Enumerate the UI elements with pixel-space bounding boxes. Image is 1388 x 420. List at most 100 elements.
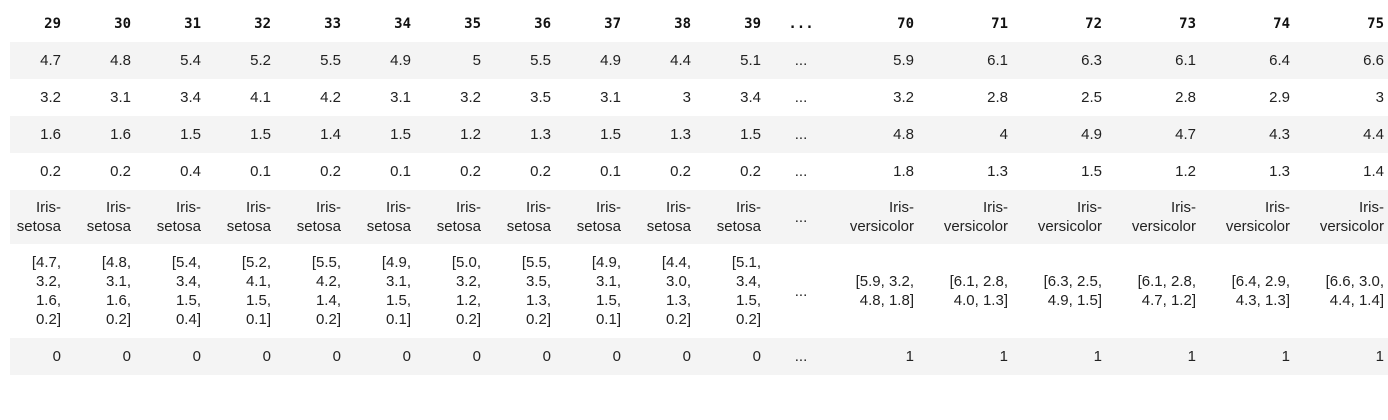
cell-value: [4.7, 3.2, 1.6, 0.2] bbox=[31, 254, 61, 328]
dataframe-output: 29 30 31 32 33 34 35 36 37 38 39... 70 71 72 73 74 75 4.… bbox=[10, 6, 1388, 375]
table-cell: [5.2, 4.1, 1.5, 0.1] bbox=[215, 244, 285, 338]
table-cell: Iris- setosa bbox=[10, 190, 75, 244]
cell-value: 1.6 bbox=[110, 126, 131, 143]
table-cell: 0.2 bbox=[285, 153, 355, 190]
cell-value: 0 bbox=[542, 348, 551, 365]
cell-value: 2.8 bbox=[987, 89, 1008, 106]
table-cell: 0.2 bbox=[495, 153, 565, 190]
cell-value: Iris- setosa bbox=[576, 199, 621, 235]
table-cell: 0 bbox=[215, 338, 285, 375]
cell-value: ... bbox=[794, 52, 808, 69]
table-cell: 5.4 bbox=[145, 42, 215, 79]
cell-value: 4.7 bbox=[1175, 126, 1196, 143]
table-cell: 0 bbox=[355, 338, 425, 375]
cell-value: 0.2 bbox=[530, 163, 551, 180]
table-cell: 1.3 bbox=[495, 116, 565, 153]
cell-value: Iris- setosa bbox=[296, 199, 341, 235]
table-cell: [5.5, 4.2, 1.4, 0.2] bbox=[285, 244, 355, 338]
table-cell: [6.4, 2.9, 4.3, 1.3] bbox=[1210, 244, 1304, 338]
table-row: 4.7 4.8 5.4 5.2 5.5 4.9 5 5.5 4.9 4.4 5.1... 5.9 6.1… bbox=[10, 42, 1388, 79]
cell-value: ... bbox=[794, 282, 808, 300]
cell-value: ... bbox=[794, 126, 808, 143]
cell-value: 0.2 bbox=[320, 163, 341, 180]
table-cell: 1.5 bbox=[1022, 153, 1116, 190]
table-cell: 0 bbox=[285, 338, 355, 375]
table-cell: 4.4 bbox=[635, 42, 705, 79]
cell-value: 1.2 bbox=[460, 126, 481, 143]
table-cell: 3.5 bbox=[495, 79, 565, 116]
cell-value: 6.4 bbox=[1269, 52, 1290, 69]
cell-value: Iris- setosa bbox=[16, 199, 61, 235]
cell-value: [5.5, 3.5, 1.3, 0.2] bbox=[521, 254, 551, 328]
cell-value: Iris- setosa bbox=[366, 199, 411, 235]
ellipsis-cell: ... bbox=[775, 153, 827, 190]
cell-value: [4.9, 3.1, 1.5, 0.1] bbox=[591, 254, 621, 328]
cell-value: 6.6 bbox=[1363, 52, 1384, 69]
cell-value: 4.9 bbox=[600, 52, 621, 69]
cell-value: Iris- setosa bbox=[646, 199, 691, 235]
cell-value: 0.4 bbox=[180, 163, 201, 180]
table-row: 3.2 3.1 3.4 4.1 4.2 3.1 3.2 3.5 3.1 3 3.4... 3.2 2.8… bbox=[10, 79, 1388, 116]
cell-value: 0 bbox=[682, 348, 691, 365]
table-cell: 0 bbox=[705, 338, 775, 375]
table-cell: [6.1, 2.8, 4.0, 1.3] bbox=[928, 244, 1022, 338]
table-cell: 1.5 bbox=[145, 116, 215, 153]
table-row: Iris- setosa Iris- setosa Iris- setosa Iris… bbox=[10, 190, 1388, 244]
table-cell: [4.8, 3.1, 1.6, 0.2] bbox=[75, 244, 145, 338]
cell-value: 6.1 bbox=[1175, 52, 1196, 69]
cell-value: Iris- setosa bbox=[716, 199, 761, 235]
cell-value: 0.1 bbox=[250, 163, 271, 180]
column-header: 38 bbox=[674, 16, 691, 32]
column-header: 34 bbox=[394, 16, 411, 32]
cell-value: 6.1 bbox=[987, 52, 1008, 69]
table-cell: Iris- setosa bbox=[425, 190, 495, 244]
table-cell: 3.1 bbox=[355, 79, 425, 116]
table-cell: 1 bbox=[1210, 338, 1304, 375]
cell-value: ... bbox=[794, 163, 808, 180]
cell-value: Iris- setosa bbox=[506, 199, 551, 235]
cell-value: [4.9, 3.1, 1.5, 0.1] bbox=[381, 254, 411, 328]
table-cell: Iris- versicolor bbox=[1304, 190, 1388, 244]
cell-value: 1.5 bbox=[740, 126, 761, 143]
table-cell: 4.1 bbox=[215, 79, 285, 116]
cell-value: 3 bbox=[682, 89, 691, 106]
cell-value: Iris- versicolor bbox=[1319, 199, 1384, 235]
column-header: 33 bbox=[324, 16, 341, 32]
table-cell: 1.6 bbox=[10, 116, 75, 153]
cell-value: 2.5 bbox=[1081, 89, 1102, 106]
table-body: 4.7 4.8 5.4 5.2 5.5 4.9 5 5.5 4.9 4.4 5.1... 5.9 6.1… bbox=[10, 42, 1388, 375]
table-cell: 0.2 bbox=[75, 153, 145, 190]
cell-value: 1.2 bbox=[1175, 163, 1196, 180]
ellipsis-cell: ... bbox=[775, 338, 827, 375]
table-cell: 0 bbox=[635, 338, 705, 375]
column-header: 29 bbox=[44, 16, 61, 32]
table-cell: [5.5, 3.5, 1.3, 0.2] bbox=[495, 244, 565, 338]
cell-value: 1.3 bbox=[670, 126, 691, 143]
cell-value: [5.2, 4.1, 1.5, 0.1] bbox=[241, 254, 271, 328]
cell-value: 4.8 bbox=[110, 52, 131, 69]
ellipsis-cell: ... bbox=[775, 244, 827, 338]
table-cell: [4.9, 3.1, 1.5, 0.1] bbox=[565, 244, 635, 338]
cell-value: 1 bbox=[905, 348, 914, 365]
column-header: 71 bbox=[991, 16, 1008, 32]
table-cell: Iris- setosa bbox=[705, 190, 775, 244]
table-cell: 3.2 bbox=[827, 79, 928, 116]
table-row: 0.2 0.2 0.4 0.1 0.2 0.1 0.2 0.2 0.1 0.2 0.2... 1.8 1… bbox=[10, 153, 1388, 190]
table-cell: 5.5 bbox=[495, 42, 565, 79]
cell-value: [6.3, 2.5, 4.9, 1.5] bbox=[1043, 273, 1102, 309]
table-cell: 4.3 bbox=[1210, 116, 1304, 153]
cell-value: 0 bbox=[262, 348, 271, 365]
table-cell: 1.2 bbox=[425, 116, 495, 153]
cell-value: 0.2 bbox=[460, 163, 481, 180]
table-cell: [6.3, 2.5, 4.9, 1.5] bbox=[1022, 244, 1116, 338]
table-cell: 0.2 bbox=[635, 153, 705, 190]
table-cell: 1.3 bbox=[928, 153, 1022, 190]
cell-value: 5.1 bbox=[740, 52, 761, 69]
table-cell: Iris- setosa bbox=[495, 190, 565, 244]
table-cell: 4.8 bbox=[75, 42, 145, 79]
cell-value: [5.9, 3.2, 4.8, 1.8] bbox=[855, 273, 914, 309]
table-cell: 3.1 bbox=[75, 79, 145, 116]
column-header: 31 bbox=[184, 16, 201, 32]
table-cell: 6.1 bbox=[928, 42, 1022, 79]
cell-value: 1 bbox=[1093, 348, 1102, 365]
